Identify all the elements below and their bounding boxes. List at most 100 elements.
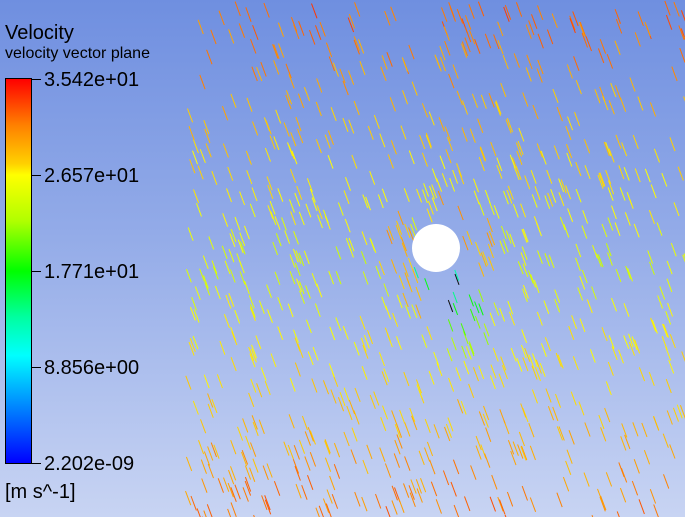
- velocity-vector: [339, 68, 346, 84]
- velocity-vector: [322, 380, 330, 395]
- velocity-vector: [415, 304, 422, 319]
- velocity-vector: [391, 485, 398, 501]
- velocity-vector: [354, 491, 361, 507]
- velocity-vector: [534, 367, 541, 382]
- velocity-vector: [379, 133, 386, 148]
- velocity-vector: [601, 327, 608, 342]
- velocity-vector: [556, 106, 563, 122]
- velocity-vector: [475, 435, 482, 451]
- velocity-vector: [429, 459, 436, 475]
- velocity-vector: [662, 433, 669, 448]
- velocity-vector: [256, 66, 263, 82]
- velocity-vector: [252, 458, 259, 473]
- velocity-vector: [188, 125, 195, 141]
- velocity-vector: [239, 191, 246, 206]
- velocity-vector: [351, 427, 358, 442]
- velocity-vector: [230, 357, 237, 372]
- velocity-vector: [648, 210, 655, 224]
- velocity-vector: [565, 125, 572, 141]
- velocity-vector: [289, 168, 297, 183]
- velocity-vector: [574, 111, 581, 127]
- velocity-vector: [353, 39, 360, 55]
- velocity-vector: [575, 161, 582, 177]
- velocity-vector: [484, 33, 492, 49]
- velocity-vector: [396, 294, 403, 309]
- velocity-vector: [273, 136, 280, 151]
- velocity-vector: [295, 116, 302, 132]
- velocity-vector: [229, 233, 236, 247]
- velocity-vector: [396, 336, 402, 350]
- velocity-vector: [295, 483, 302, 499]
- velocity-vector: [295, 250, 302, 264]
- velocity-vector: [619, 187, 626, 201]
- velocity-vector: [439, 155, 446, 170]
- velocity-vector: [228, 248, 235, 263]
- velocity-vector: [204, 128, 211, 144]
- velocity-vector: [326, 489, 333, 504]
- velocity-vector: [534, 186, 541, 200]
- velocity-vector: [288, 414, 295, 429]
- velocity-vector: [343, 190, 350, 205]
- velocity-vector: [227, 482, 234, 498]
- velocity-vector: [193, 189, 200, 204]
- velocity-vector: [275, 233, 282, 247]
- velocity-vector: [252, 421, 259, 436]
- velocity-vector: [264, 147, 271, 162]
- velocity-vector: [223, 314, 230, 328]
- velocity-vector: [237, 239, 244, 254]
- velocity-vector: [416, 188, 423, 203]
- velocity-vector: [290, 132, 297, 147]
- velocity-vector: [424, 418, 431, 433]
- velocity-vector: [325, 42, 333, 58]
- velocity-vector: [480, 94, 487, 109]
- velocity-vector: [409, 492, 416, 507]
- velocity-vector: [605, 243, 612, 257]
- velocity-vector: [624, 434, 631, 450]
- velocity-vector: [416, 488, 423, 503]
- velocity-vector: [278, 43, 285, 58]
- velocity-vector: [468, 343, 475, 357]
- velocity-vector: [433, 351, 440, 366]
- velocity-vector: [301, 415, 308, 431]
- velocity-vector: [544, 195, 551, 209]
- velocity-vector: [206, 49, 213, 65]
- velocity-vector: [250, 348, 257, 363]
- velocity-vector: [275, 109, 282, 124]
- velocity-vector: [241, 451, 248, 467]
- velocity-vector: [342, 117, 349, 132]
- velocity-vector: [663, 323, 670, 338]
- velocity-vector: [401, 57, 408, 72]
- velocity-vector: [354, 2, 361, 17]
- velocity-vector: [633, 223, 640, 238]
- velocity-vector: [584, 165, 591, 180]
- velocity-vector: [266, 176, 273, 191]
- velocity-vector: [222, 213, 229, 227]
- velocity-vector: [521, 445, 528, 461]
- velocity-vector: [270, 211, 277, 226]
- velocity-vector: [499, 240, 506, 254]
- velocity-vector: [211, 399, 218, 414]
- velocity-vector: [239, 232, 246, 246]
- velocity-vector: [228, 469, 235, 485]
- velocity-vector: [664, 0, 671, 16]
- velocity-vector: [390, 140, 397, 155]
- velocity-vector: [408, 485, 415, 500]
- velocity-vector: [486, 232, 493, 247]
- velocity-vector: [458, 170, 465, 185]
- velocity-vector: [227, 166, 234, 181]
- velocity-vector: [331, 494, 339, 509]
- velocity-vector: [565, 460, 572, 475]
- velocity-vector: [647, 250, 654, 264]
- velocity-vector: [448, 377, 455, 392]
- velocity-vector: [421, 334, 428, 348]
- velocity-vector: [522, 284, 529, 299]
- velocity-vector: [335, 317, 342, 331]
- velocity-vector: [497, 40, 504, 55]
- velocity-vector: [456, 163, 463, 178]
- velocity-vector: [680, 28, 685, 40]
- velocity-vector: [285, 90, 293, 105]
- velocity-vector: [363, 334, 370, 349]
- velocity-vector: [362, 271, 369, 285]
- velocity-vector: [515, 2, 523, 17]
